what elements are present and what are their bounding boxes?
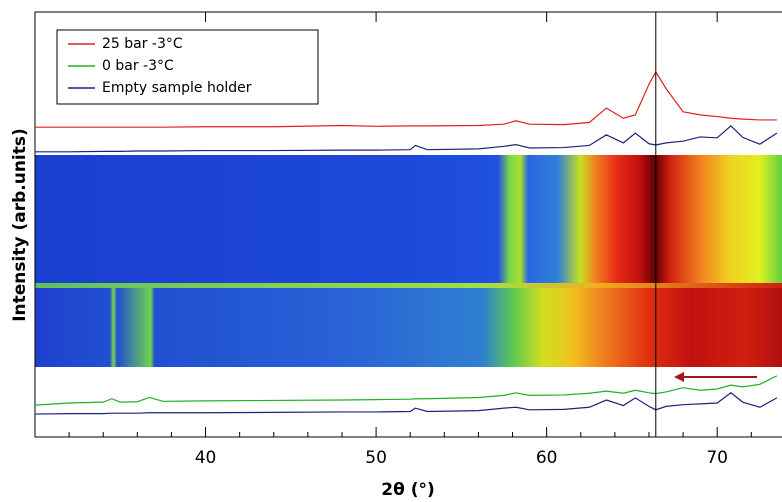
x-tick-label: 60 <box>536 448 558 468</box>
series-line <box>35 70 777 128</box>
x-axis-label: 2θ (°) <box>381 480 434 500</box>
x-tick-label: 40 <box>195 448 217 468</box>
legend-label: Empty sample holder <box>102 80 252 96</box>
series-line <box>34 375 778 406</box>
x-tick-label: 70 <box>706 448 728 468</box>
legend <box>56 29 319 105</box>
arrow-head <box>674 372 684 382</box>
heatmap-image <box>35 283 782 367</box>
heatmap-edge <box>35 283 782 288</box>
series-line <box>34 392 778 415</box>
legend-label: 0 bar -3°C <box>102 58 174 74</box>
plot-frame <box>34 11 782 438</box>
x-tick-label: 50 <box>365 448 387 468</box>
series-line <box>35 125 778 153</box>
heatmap-image <box>35 155 782 283</box>
y-axis-label: Intensity (arb.units) <box>10 128 30 322</box>
legend-label: 25 bar -3°C <box>102 36 183 52</box>
